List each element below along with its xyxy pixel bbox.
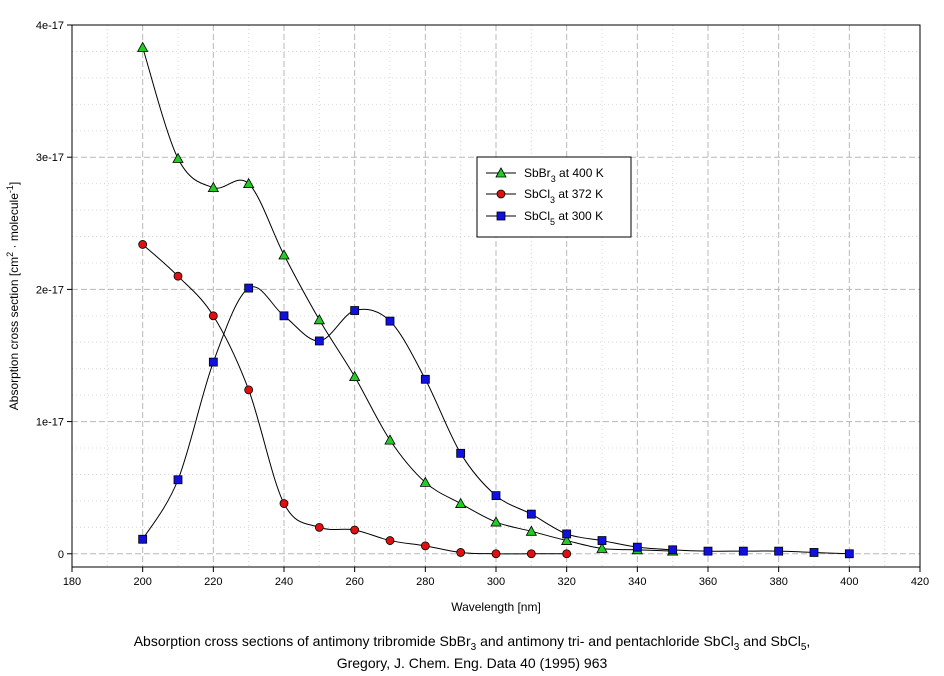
point-sbcl3 <box>279 499 289 508</box>
caption-line-2: Gregory, J. Chem. Eng. Data 40 (1995) 96… <box>336 655 608 671</box>
legend: SbBr3 at 400 K SbCl3 at 372 K SbCl5 at 3… <box>476 156 632 238</box>
axis-ticks: 180 200 220 240 260 280 300 320 340 360 380 400 420 0… <box>36 20 929 588</box>
point-sbcl3 <box>491 549 501 559</box>
point-sbcl3 <box>526 549 536 559</box>
point-sbbr3 <box>384 434 396 445</box>
point-sbcl3 <box>173 271 183 281</box>
point-sbcl3 <box>385 536 395 545</box>
point-sbcl5 <box>809 548 819 557</box>
y-tick-label: 0 <box>58 549 64 561</box>
x-tick-label: 200 <box>133 576 151 588</box>
point-sbbr3 <box>278 249 290 260</box>
point-sbcl3 <box>314 522 324 532</box>
x-tick-label: 260 <box>345 576 363 588</box>
point-sbcl5 <box>703 546 713 556</box>
point-sbbr3 <box>242 177 255 189</box>
point-sbbr3 <box>348 370 361 382</box>
point-sbcl5 <box>844 549 854 559</box>
point-sbbr3 <box>560 534 573 545</box>
y-axis-label: Absorption cross section [cm2 · molecule… <box>5 182 21 410</box>
point-sbcl3 <box>420 541 430 551</box>
y-tick-label: 4e-17 <box>36 20 64 32</box>
point-sbcl5 <box>774 546 784 556</box>
legend-marker-sbcl3 <box>496 189 506 199</box>
legend-label-sbcl3: SbCl3 at 372 K <box>524 187 603 205</box>
legend-label-sbcl5: SbCl5 at 300 K <box>524 209 603 227</box>
point-sbbr3 <box>136 41 149 52</box>
x-tick-label: 220 <box>204 576 222 588</box>
point-sbbr3 <box>172 152 184 163</box>
point-sbcl5 <box>738 546 748 556</box>
chart: 180 200 220 240 260 280 300 320 340 360 380 400 420 0… <box>5 20 929 614</box>
point-sbcl5 <box>244 283 254 293</box>
point-sbbr3 <box>490 516 502 527</box>
point-sbbr3 <box>207 181 220 193</box>
x-tick-label: 400 <box>840 576 858 588</box>
legend-marker-sbbr3 <box>495 167 507 178</box>
point-sbcl3 <box>350 525 360 535</box>
point-sbcl5 <box>668 545 678 555</box>
point-sbcl3 <box>244 385 254 395</box>
point-sbcl5 <box>420 374 430 384</box>
x-tick-label: 340 <box>628 576 646 588</box>
x-tick-label: 320 <box>557 576 575 588</box>
point-sbbr3 <box>596 542 608 553</box>
point-sbcl5 <box>562 529 572 539</box>
point-sbcl5 <box>385 316 395 326</box>
point-sbcl5 <box>279 311 289 321</box>
point-sbbr3 <box>525 525 538 536</box>
point-sbbr3 <box>419 476 432 487</box>
point-sbcl3 <box>562 549 572 559</box>
x-tick-label: 280 <box>416 576 434 588</box>
x-tick-label: 380 <box>769 576 787 588</box>
legend-marker-sbcl5 <box>496 211 506 221</box>
legend-label-sbbr3: SbBr3 at 400 K <box>524 166 604 184</box>
x-tick-label: 360 <box>699 576 717 588</box>
point-sbbr3 <box>454 497 467 508</box>
point-sbcl5 <box>456 448 466 458</box>
point-sbcl3 <box>208 311 218 321</box>
y-tick-label: 3e-17 <box>36 152 64 164</box>
x-tick-label: 420 <box>911 576 929 588</box>
point-sbcl5 <box>173 475 183 485</box>
point-sbcl5 <box>208 357 218 367</box>
point-sbcl3 <box>138 240 148 249</box>
point-sbcl5 <box>350 306 360 315</box>
gridlines <box>72 25 920 567</box>
point-sbbr3 <box>313 313 326 325</box>
caption-line-1: Absorption cross sections of antimony tr… <box>133 633 811 653</box>
point-sbcl3 <box>456 548 466 557</box>
point-sbcl5 <box>314 336 324 346</box>
x-tick-label: 240 <box>275 576 293 588</box>
x-axis-label: Wavelength [nm] <box>451 600 541 614</box>
x-tick-label: 300 <box>487 576 505 588</box>
y-tick-label: 2e-17 <box>36 284 64 296</box>
series-markers <box>136 41 854 559</box>
point-sbcl5 <box>138 534 148 544</box>
point-sbcl5 <box>597 536 607 545</box>
point-sbcl5 <box>632 542 642 552</box>
point-sbcl5 <box>526 509 536 519</box>
curve-sbbr3 <box>142 47 673 552</box>
x-tick-label: 180 <box>63 576 81 588</box>
y-tick-label: 1e-17 <box>36 417 64 429</box>
point-sbcl5 <box>491 491 501 501</box>
